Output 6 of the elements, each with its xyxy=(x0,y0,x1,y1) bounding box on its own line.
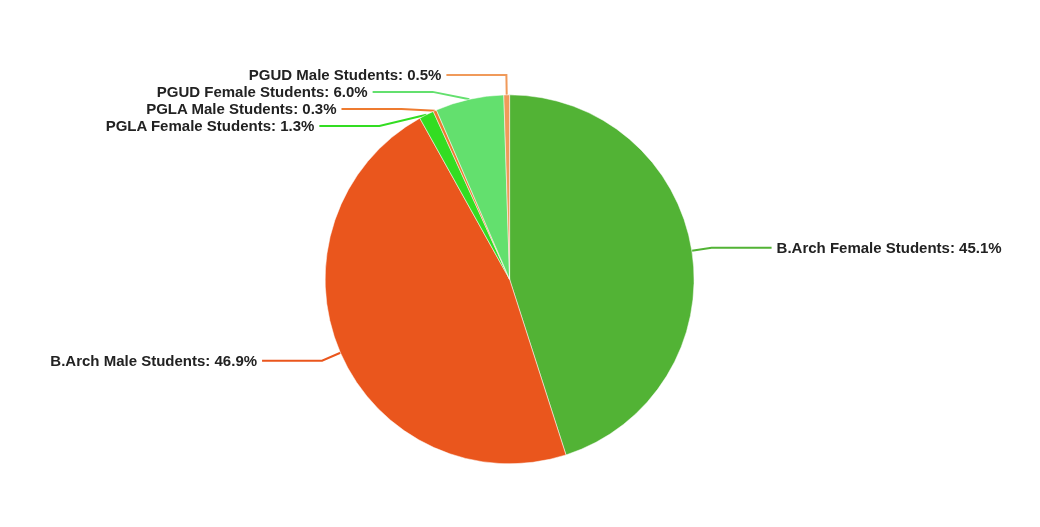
slice-label: PGLA Female Students: 1.3% xyxy=(105,117,315,135)
slice-label: PGLA Male Students: 0.3% xyxy=(146,100,337,118)
slice-label: PGUD Male Students: 0.5% xyxy=(248,66,442,84)
slice-label: PGUD Female Students: 6.0% xyxy=(156,83,368,101)
slice-label: B.Arch Male Students: 46.9% xyxy=(50,352,258,370)
slice-label: B.Arch Female Students: 45.1% xyxy=(776,239,1002,257)
